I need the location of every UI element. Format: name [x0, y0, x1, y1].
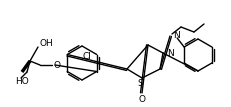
Text: N: N	[166, 48, 173, 57]
Text: O: O	[53, 60, 60, 70]
Text: N: N	[172, 30, 179, 39]
Text: OH: OH	[40, 39, 54, 48]
Text: Cl: Cl	[82, 52, 91, 61]
Text: HO: HO	[15, 77, 29, 86]
Text: S: S	[137, 80, 142, 88]
Text: O: O	[138, 96, 145, 105]
